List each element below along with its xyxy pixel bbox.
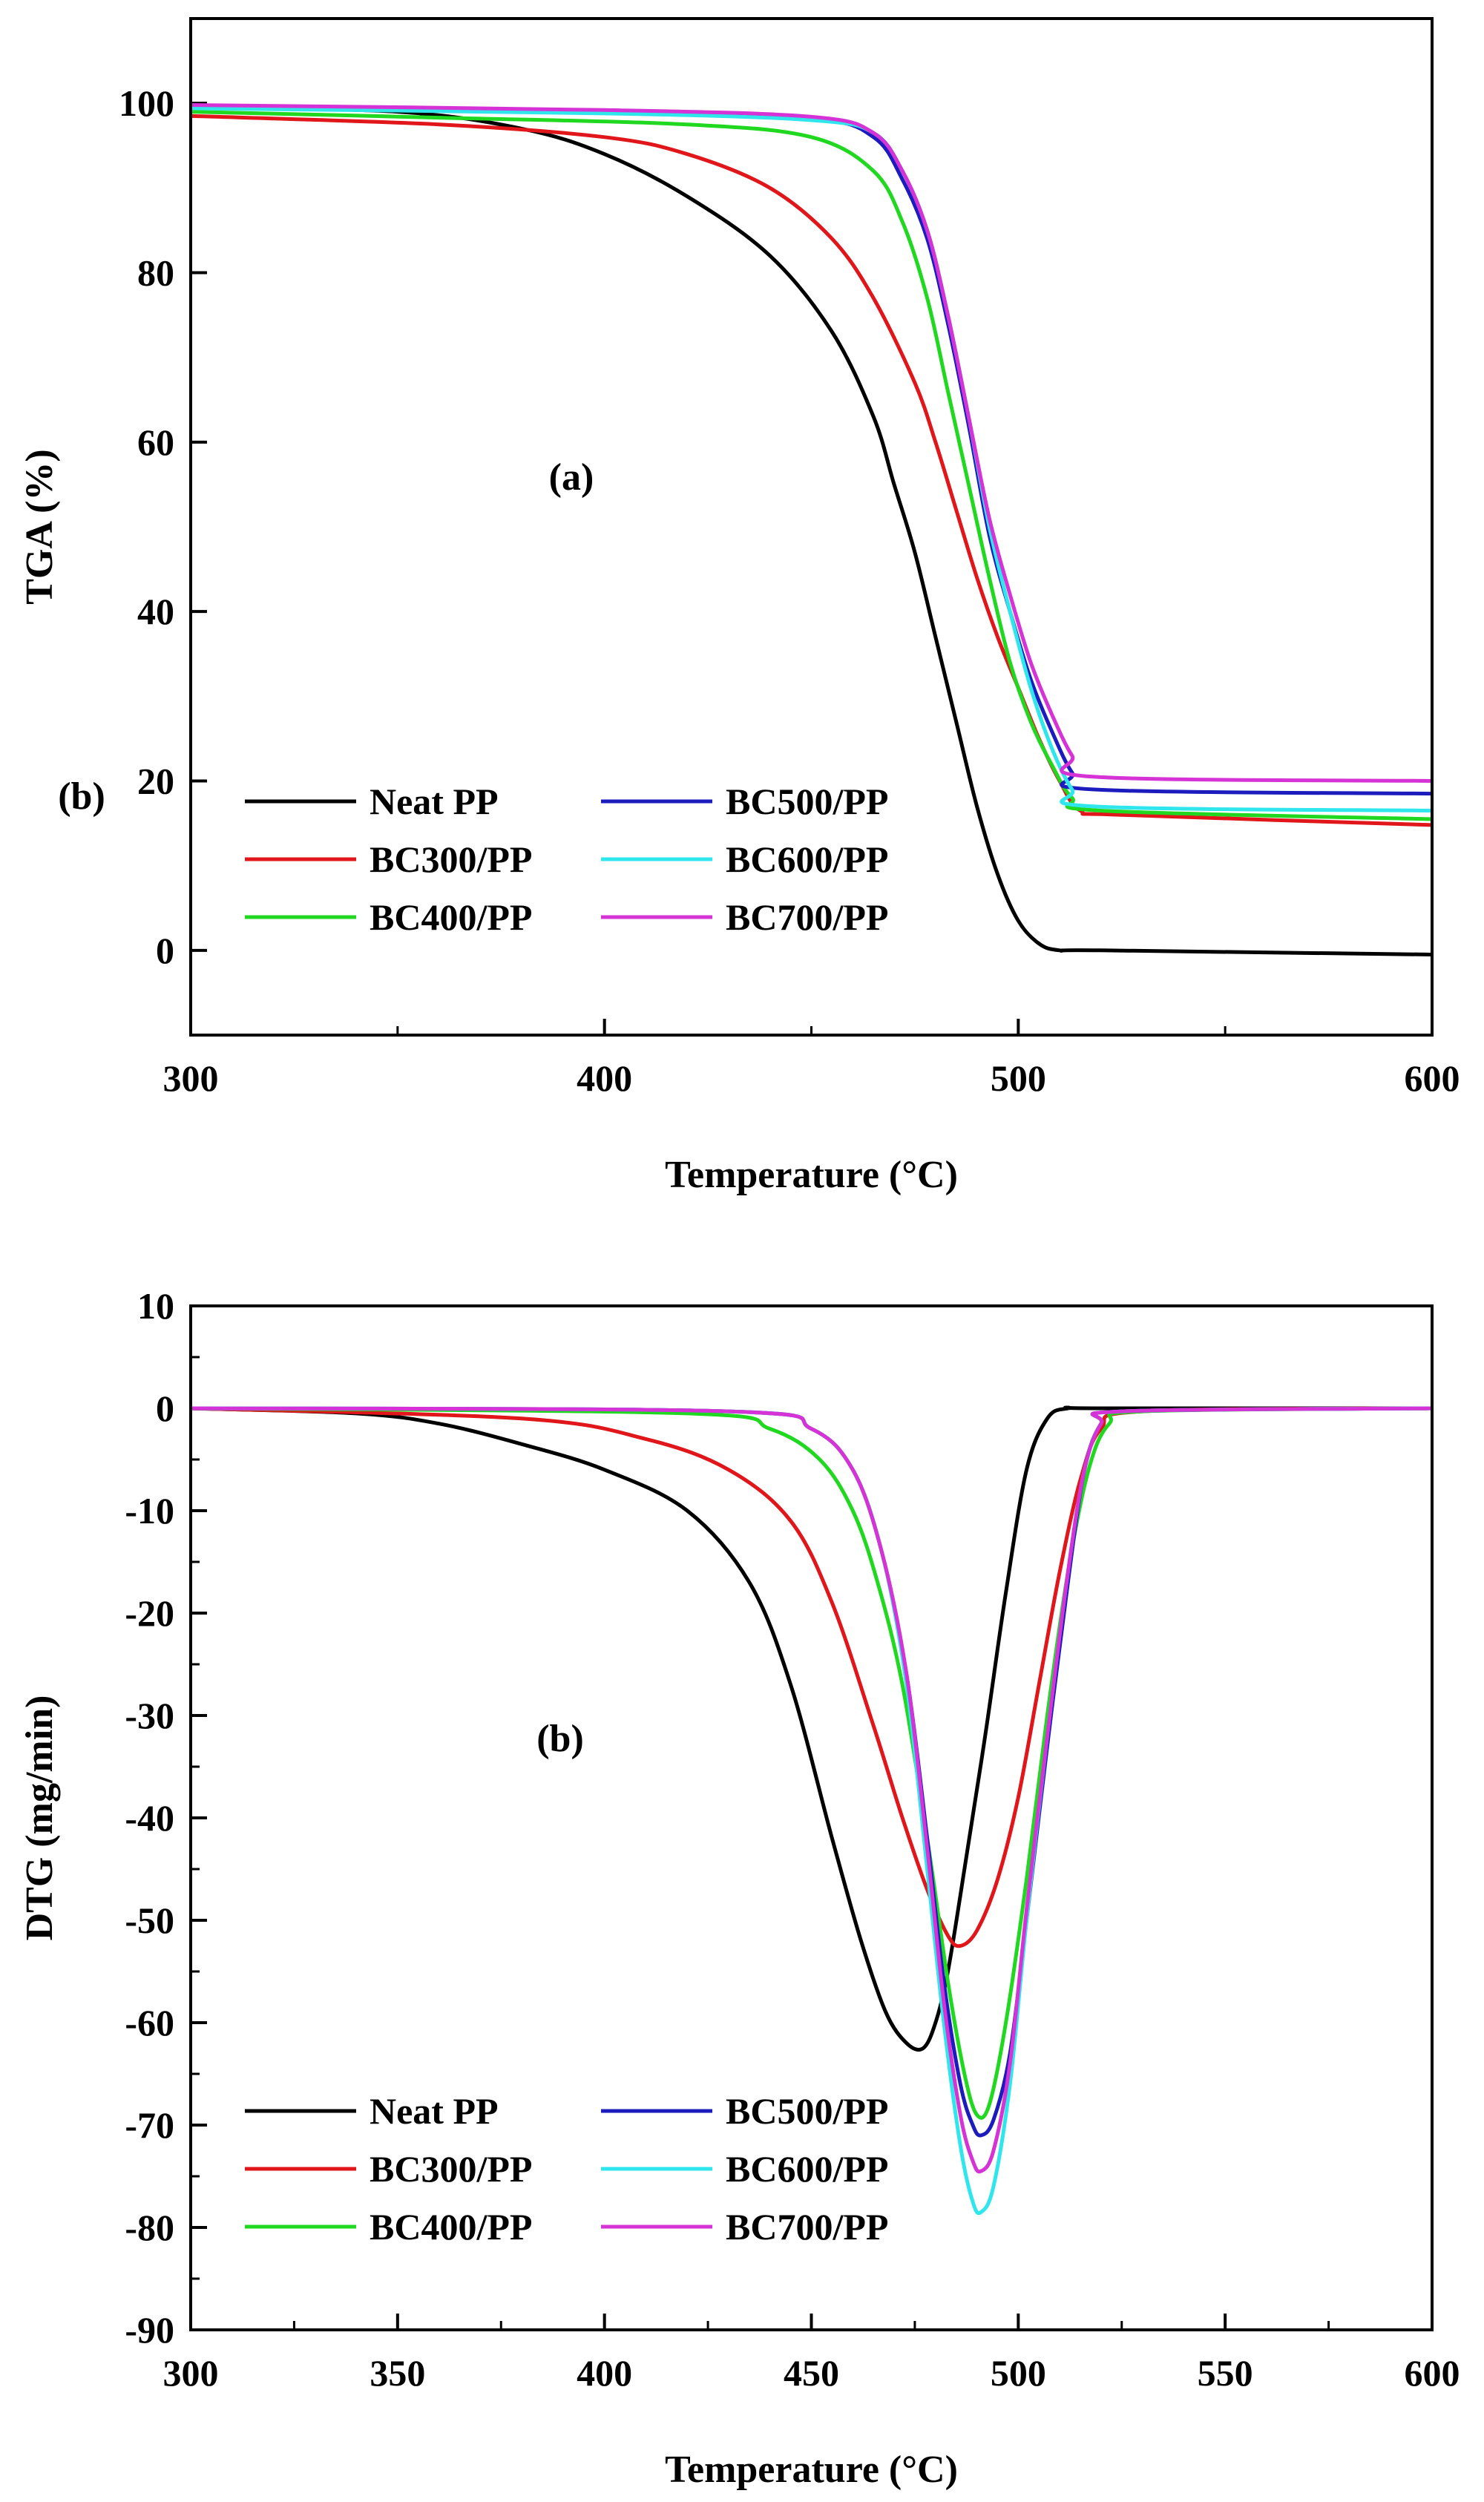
- dtg-tick-labels: 300 350 400 450 500 550 600 -90 -80 -70 -60 -50 -40 -…: [125, 1285, 1460, 2394]
- tga-legend: Neat PP BC300/PP BC400/PP BC500/PP BC600/PP B…: [245, 781, 888, 938]
- dtg-x-tick-label: 550: [1198, 2352, 1253, 2394]
- dtg-legend-label-bc600-pp: BC600/PP: [726, 2148, 888, 2190]
- tga-ticks: [189, 102, 1434, 1035]
- dtg-series-bc400-pp: [190, 1406, 1433, 2120]
- dtg-series-neat-pp: [190, 1405, 1432, 2052]
- dtg-x-tick-label: 400: [577, 2352, 632, 2394]
- dtg-x-tick-label: 450: [784, 2352, 839, 2394]
- tga-y-tick-label: 0: [156, 930, 174, 971]
- dtg-y-tick-label: -40: [125, 1797, 174, 1839]
- tga-panel: 300 400 500 600 0 20 40 60 80 100 Temperature (°C…: [19, 17, 1460, 1196]
- dtg-y-tick-label: 10: [137, 1285, 174, 1327]
- tga-tick-labels: 300 400 500 600 0 20 40 60 80 100: [119, 82, 1460, 1099]
- dtg-x-tick-label: 500: [991, 2352, 1046, 2394]
- dtg-legend-label-neat-pp: Neat PP: [370, 2090, 499, 2132]
- tga-series-bc400-pp: [190, 110, 1433, 821]
- dtg-legend-label-bc400-pp: BC400/PP: [370, 2206, 532, 2247]
- tga-legend-label-bc400-pp: BC400/PP: [370, 896, 532, 938]
- tga-panel-label: (a): [549, 456, 594, 499]
- tga-x-axis-label: Temperature (°C): [665, 1154, 958, 1196]
- dtg-panel-label: (b): [536, 1718, 584, 1760]
- dtg-lines: [190, 1405, 1433, 2216]
- dtg-y-tick-label: -50: [125, 1900, 174, 1941]
- tga-legend-label-bc500-pp: BC500/PP: [726, 781, 888, 822]
- tga-legend-label-neat-pp: Neat PP: [370, 781, 499, 822]
- dtg-x-tick-label: 600: [1405, 2352, 1460, 2394]
- tga-x-tick-label: 300: [163, 1057, 219, 1099]
- tga-y-axis-label: TGA (%): [19, 449, 61, 604]
- dtg-legend-label-bc500-pp: BC500/PP: [726, 2090, 888, 2132]
- tga-x-tick-label: 500: [991, 1057, 1046, 1099]
- dtg-y-tick-label: -60: [125, 2002, 174, 2043]
- tga-legend-label-bc300-pp: BC300/PP: [370, 838, 532, 880]
- tga-y-tick-label: 20: [137, 761, 174, 802]
- tga-series-neat-pp: [190, 105, 1433, 956]
- tga-x-tick-label: 400: [577, 1057, 632, 1099]
- tga-legend-label-bc700-pp: BC700/PP: [726, 896, 888, 938]
- tga-y-tick-label: 60: [137, 421, 174, 463]
- dtg-x-tick-label: 350: [370, 2352, 425, 2394]
- tga-series-bc700-pp: [190, 103, 1433, 783]
- dtg-x-tick-label: 300: [163, 2352, 219, 2394]
- tga-legend-label-bc600-pp: BC600/PP: [726, 838, 888, 880]
- dtg-y-tick-label: 0: [156, 1388, 174, 1429]
- dtg-y-tick-label: -70: [125, 2104, 174, 2146]
- dtg-x-axis-label: Temperature (°C): [665, 2449, 958, 2491]
- dtg-legend-label-bc700-pp: BC700/PP: [726, 2206, 888, 2247]
- dtg-panel: 300 350 400 450 500 550 600 -90 -80 -70 -60 -50 -40 -…: [19, 1285, 1460, 2491]
- dtg-y-tick-label: -20: [125, 1592, 174, 1634]
- dtg-y-tick-label: -30: [125, 1695, 174, 1736]
- dtg-legend: Neat PP BC300/PP BC400/PP BC500/PP BC600/PP B…: [245, 2090, 888, 2247]
- tga-y-tick-label: 100: [119, 82, 174, 124]
- dtg-legend-label-bc300-pp: BC300/PP: [370, 2148, 532, 2190]
- dtg-plot-frame: [189, 1304, 1434, 2331]
- tga-plot-frame: [189, 17, 1434, 1037]
- tga-y-tick-label: 40: [137, 591, 174, 632]
- dtg-y-tick-label: -10: [125, 1490, 174, 1531]
- dtg-y-axis-label: DTG (mg/min): [19, 1695, 61, 1941]
- tga-stray-label: (b): [58, 775, 105, 818]
- tga-lines: [190, 103, 1433, 956]
- dtg-y-tick-label: -80: [125, 2207, 174, 2248]
- tga-x-tick-label: 600: [1405, 1057, 1460, 1099]
- dtg-series-bc700-pp: [190, 1406, 1433, 2174]
- tga-y-tick-label: 80: [137, 252, 174, 294]
- dtg-y-tick-label: -90: [125, 2309, 174, 2351]
